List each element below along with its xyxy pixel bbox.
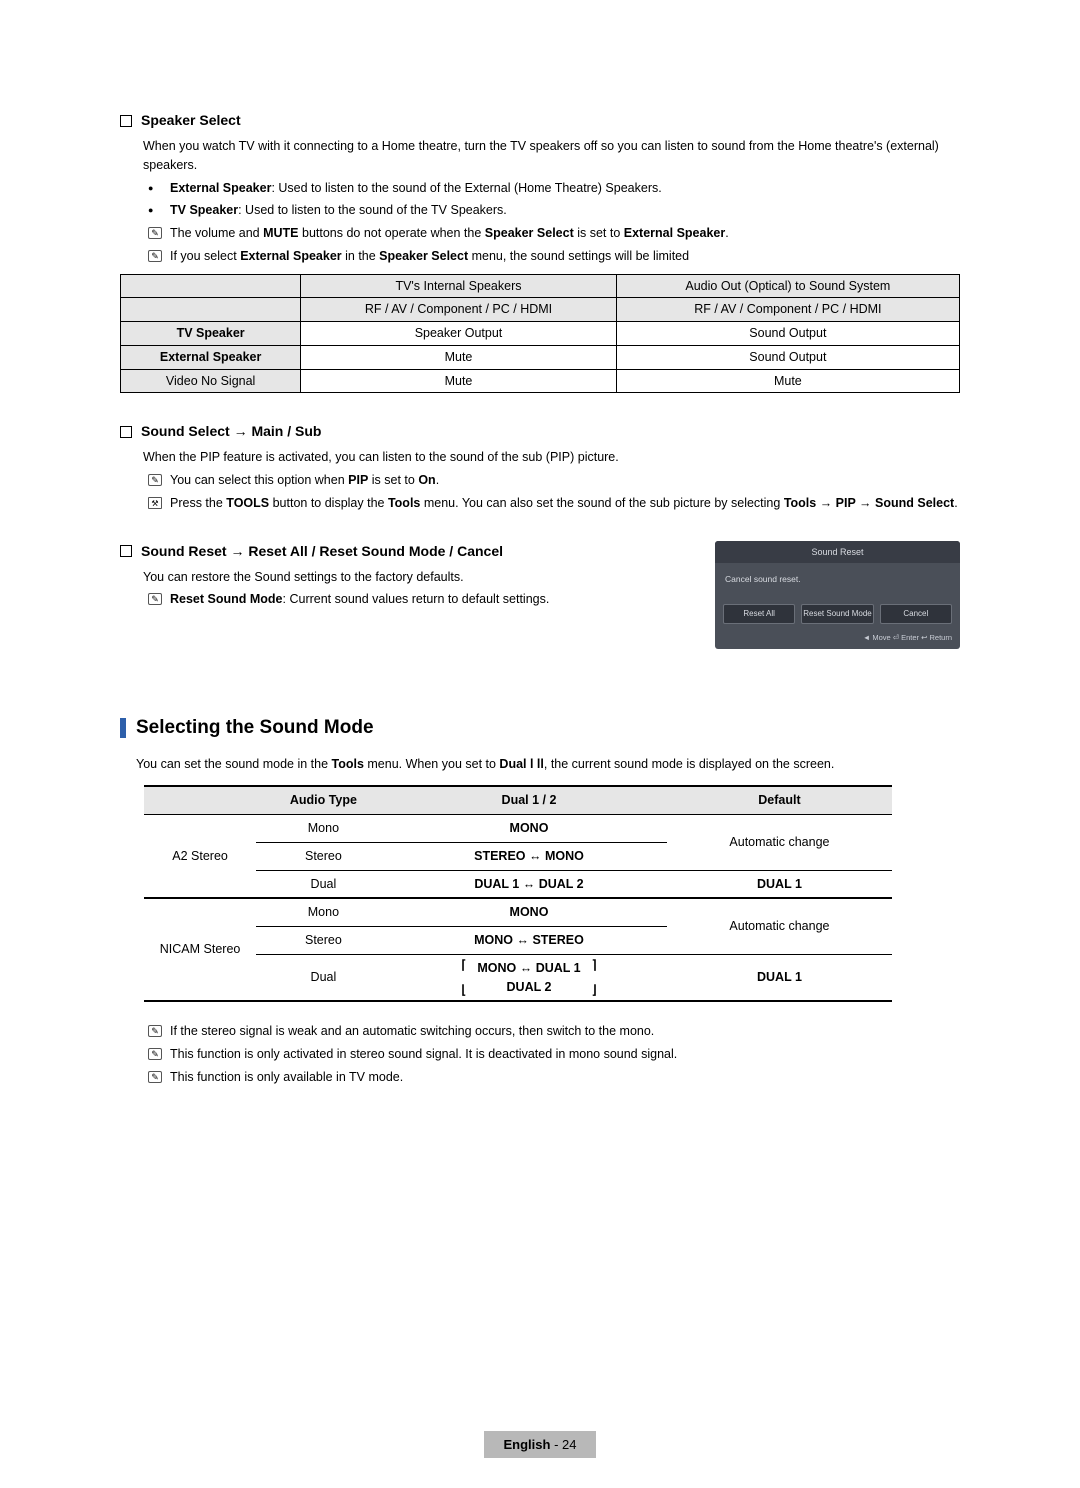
sound-reset-heading: Sound Reset → Reset All / Reset Sound Mo… bbox=[120, 541, 700, 562]
table-cell: ⌈ MONO ↔ DUAL 1 ⌉ ⌊ DUAL 2 ⌋ bbox=[391, 954, 668, 1001]
table-cell: Mono bbox=[256, 815, 391, 843]
table-header: TV's Internal Speakers bbox=[301, 274, 616, 298]
table-header: Default bbox=[667, 786, 891, 814]
note-icon: ✎ bbox=[148, 250, 162, 262]
sound-select-heading: Sound Select → Main / Sub bbox=[120, 421, 960, 442]
table-cell: Dual bbox=[256, 954, 391, 1001]
table-cell: Stereo bbox=[256, 842, 391, 870]
table-cell: Mono bbox=[256, 898, 391, 926]
table-cell: MONO bbox=[391, 815, 668, 843]
manual-page: Speaker Select When you watch TV with it… bbox=[0, 0, 1080, 1488]
footnote-1: ✎ If the stereo signal is weak and an au… bbox=[148, 1022, 960, 1041]
table-header: Dual 1 / 2 bbox=[391, 786, 668, 814]
checkbox-icon bbox=[120, 545, 132, 557]
table-cell: Mute bbox=[301, 369, 616, 393]
sound-reset-section: Sound Reset Cancel sound reset. Reset Al… bbox=[120, 541, 960, 660]
table-cell: MONO ↔ STEREO bbox=[391, 927, 668, 955]
table-cell: DUAL 1 bbox=[667, 870, 891, 898]
table-cell: Speaker Output bbox=[301, 322, 616, 346]
bullet-icon bbox=[148, 203, 164, 217]
table-cell: Sound Output bbox=[616, 345, 959, 369]
table-cell: Automatic change bbox=[667, 815, 891, 871]
selecting-sound-mode-heading: Selecting the Sound Mode bbox=[120, 714, 960, 743]
note-mute: ✎ The volume and MUTE buttons do not ope… bbox=[148, 224, 960, 243]
sound-reset-panel: Sound Reset Cancel sound reset. Reset Al… bbox=[715, 541, 960, 650]
table-cell: Mute bbox=[616, 369, 959, 393]
table-header: Audio Type bbox=[256, 786, 391, 814]
heading-text: Sound Select → Main / Sub bbox=[141, 421, 321, 442]
table-cell: DUAL 1 ↔ DUAL 2 bbox=[391, 870, 668, 898]
heading-text: Selecting the Sound Mode bbox=[136, 714, 374, 743]
sound-select-section: Sound Select → Main / Sub When the PIP f… bbox=[120, 421, 960, 512]
table-cell: Dual bbox=[256, 870, 391, 898]
bullet-icon bbox=[148, 181, 164, 195]
panel-body: Cancel sound reset. bbox=[715, 563, 960, 604]
section-intro: When you watch TV with it connecting to … bbox=[143, 137, 960, 175]
table-cell: Sound Output bbox=[616, 322, 959, 346]
table-group: NICAM Stereo bbox=[144, 898, 256, 1001]
table-header: RF / AV / Component / PC / HDMI bbox=[301, 298, 616, 322]
section-intro: When the PIP feature is activated, you c… bbox=[143, 448, 960, 467]
table-cell: Stereo bbox=[256, 927, 391, 955]
note-icon: ✎ bbox=[148, 1025, 162, 1037]
page-footer: English - 24 bbox=[0, 1431, 1080, 1459]
footnote-3: ✎ This function is only available in TV … bbox=[148, 1068, 960, 1087]
reset-sound-mode-button[interactable]: Reset Sound Mode bbox=[801, 604, 873, 624]
note-icon: ✎ bbox=[148, 474, 162, 486]
table-cell: MONO bbox=[391, 898, 668, 926]
table-cell: Video No Signal bbox=[121, 369, 301, 393]
heading-text: Sound Reset → Reset All / Reset Sound Mo… bbox=[141, 541, 503, 562]
checkbox-icon bbox=[120, 426, 132, 438]
footnote-2: ✎ This function is only activated in ste… bbox=[148, 1045, 960, 1064]
table-cell: Mute bbox=[301, 345, 616, 369]
speaker-select-heading: Speaker Select bbox=[120, 110, 960, 131]
table-cell: External Speaker bbox=[121, 345, 301, 369]
sound-mode-table: Audio Type Dual 1 / 2 Default A2 Stereo … bbox=[144, 785, 892, 1002]
table-cell: DUAL 1 bbox=[667, 954, 891, 1001]
main-intro: You can set the sound mode in the Tools … bbox=[136, 755, 960, 774]
table-group: A2 Stereo bbox=[144, 815, 256, 899]
table-cell: STEREO ↔ MONO bbox=[391, 842, 668, 870]
note-pip-on: ✎ You can select this option when PIP is… bbox=[148, 471, 960, 490]
speaker-select-section: Speaker Select When you watch TV with it… bbox=[120, 110, 960, 393]
reset-all-button[interactable]: Reset All bbox=[723, 604, 795, 624]
footer-label: English - 24 bbox=[484, 1431, 597, 1459]
panel-button-row: Reset All Reset Sound Mode Cancel bbox=[715, 604, 960, 632]
table-cell: Automatic change bbox=[667, 898, 891, 954]
note-icon: ✎ bbox=[148, 1071, 162, 1083]
note-external-speaker-limit: ✎ If you select External Speaker in the … bbox=[148, 247, 960, 266]
note-icon: ✎ bbox=[148, 227, 162, 239]
table-header: RF / AV / Component / PC / HDMI bbox=[616, 298, 959, 322]
heading-text: Speaker Select bbox=[141, 110, 241, 131]
note-tools-pip: ⚒ Press the TOOLS button to display the … bbox=[148, 494, 960, 513]
note-icon: ✎ bbox=[148, 593, 162, 605]
bullet-external-speaker: External Speaker: Used to listen to the … bbox=[148, 179, 960, 198]
note-icon: ✎ bbox=[148, 1048, 162, 1060]
checkbox-icon bbox=[120, 115, 132, 127]
bullet-tv-speaker: TV Speaker: Used to listen to the sound … bbox=[148, 201, 960, 220]
tools-icon: ⚒ bbox=[148, 497, 162, 509]
table-cell: TV Speaker bbox=[121, 322, 301, 346]
table-header: Audio Out (Optical) to Sound System bbox=[616, 274, 959, 298]
panel-hint: ◄ Move ⏎ Enter ↩ Return bbox=[715, 632, 960, 649]
note-reset-sound-mode: ✎ Reset Sound Mode: Current sound values… bbox=[148, 590, 700, 609]
panel-title: Sound Reset bbox=[715, 541, 960, 564]
speaker-select-table: TV's Internal Speakers Audio Out (Optica… bbox=[120, 274, 960, 394]
cancel-button[interactable]: Cancel bbox=[880, 604, 952, 624]
heading-bar-icon bbox=[120, 718, 126, 738]
